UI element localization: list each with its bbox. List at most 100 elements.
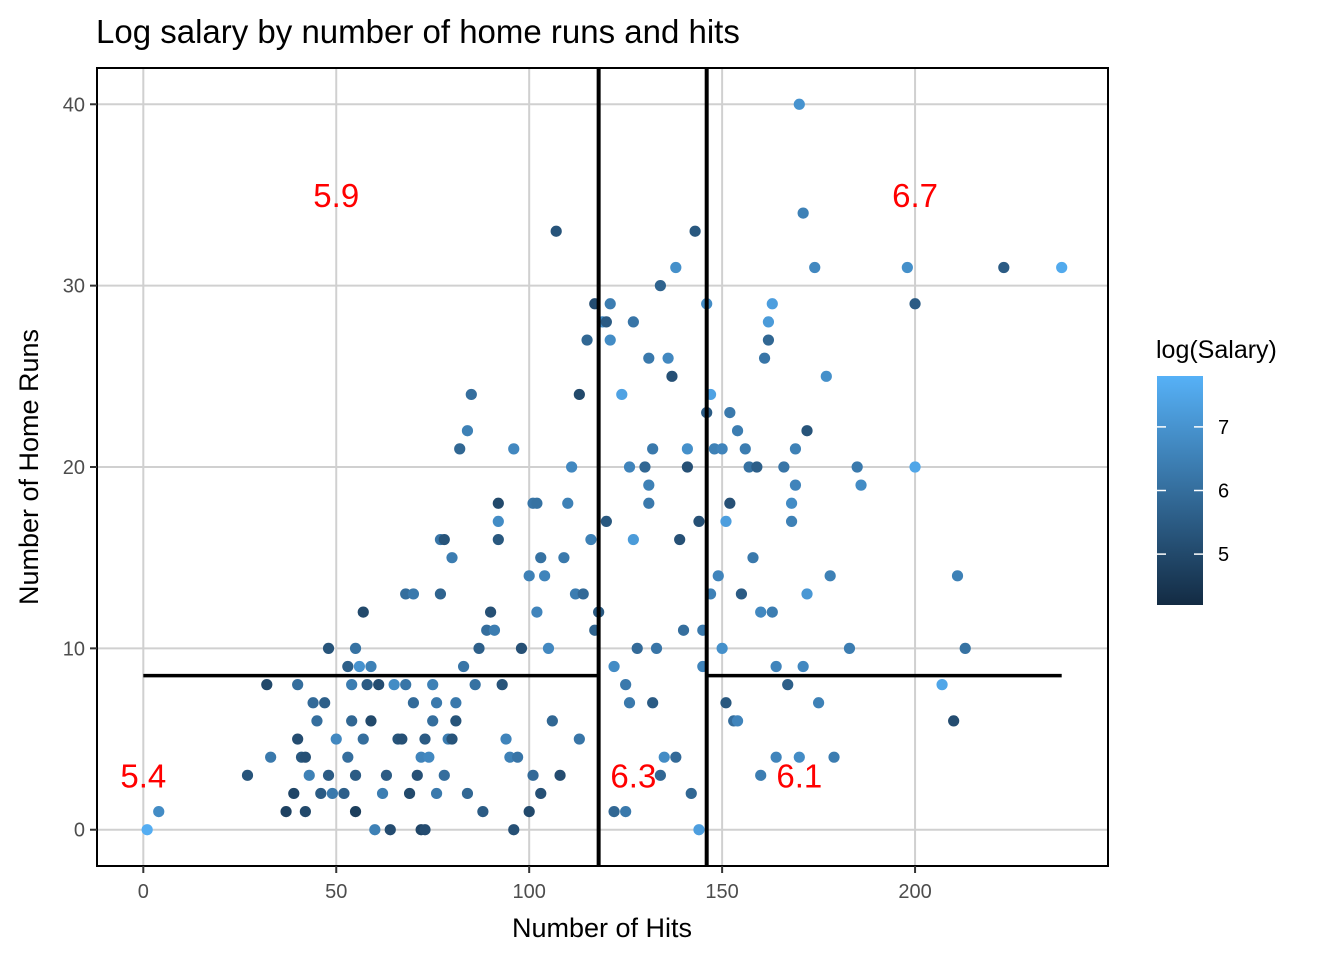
data-point — [261, 679, 273, 691]
data-point — [407, 588, 420, 600]
x-tick-label: 200 — [898, 881, 931, 903]
data-point — [789, 479, 802, 491]
data-point — [546, 715, 558, 727]
data-point — [265, 751, 277, 763]
data-point — [623, 461, 636, 473]
data-point — [461, 425, 474, 437]
data-point — [824, 570, 836, 582]
data-point — [492, 533, 504, 546]
data-point — [627, 316, 639, 328]
data-point — [735, 588, 748, 600]
data-point — [662, 352, 674, 364]
data-point — [434, 588, 447, 600]
data-point — [782, 679, 794, 691]
data-point — [762, 334, 775, 346]
data-point — [708, 443, 721, 455]
data-point — [241, 769, 254, 781]
data-point — [349, 805, 362, 818]
data-point — [353, 660, 365, 673]
data-point — [415, 751, 427, 763]
data-point — [666, 370, 678, 382]
data-point — [481, 624, 493, 636]
data-point — [577, 588, 589, 600]
data-point — [689, 225, 701, 237]
y-tick-label: 0 — [74, 820, 85, 842]
data-point — [469, 679, 481, 691]
data-point — [523, 570, 535, 582]
data-point — [909, 461, 921, 473]
data-point — [322, 642, 335, 654]
data-point — [403, 787, 416, 800]
data-point — [743, 461, 755, 473]
data-point — [620, 679, 632, 691]
data-point — [751, 461, 763, 473]
data-point — [508, 824, 520, 836]
data-point — [762, 316, 775, 328]
data-point — [349, 769, 362, 781]
data-point — [755, 606, 767, 618]
data-point — [812, 697, 825, 709]
data-point — [307, 697, 319, 709]
data-point — [430, 697, 443, 709]
x-tick-label: 100 — [512, 881, 545, 903]
y-axis: 0 10 20 30 40 — [63, 94, 97, 842]
data-point — [299, 805, 311, 818]
data-point — [342, 660, 354, 673]
data-point — [535, 552, 547, 564]
data-point — [535, 787, 547, 800]
data-point — [766, 298, 778, 310]
data-point — [573, 388, 585, 401]
data-point — [330, 733, 342, 745]
data-point — [650, 642, 663, 654]
data-point — [785, 497, 798, 509]
y-tick-label: 10 — [63, 638, 85, 660]
data-point — [531, 497, 543, 509]
y-tick-label: 20 — [63, 457, 85, 479]
data-point — [809, 261, 821, 274]
data-point — [936, 679, 948, 691]
data-point — [419, 824, 431, 836]
data-point — [851, 461, 863, 473]
data-point — [373, 679, 385, 691]
data-point — [720, 697, 732, 709]
region-labels: 5.9 6.7 5.4 6.3 6.1 — [120, 177, 938, 794]
data-point — [423, 751, 435, 763]
data-point — [600, 316, 612, 328]
data-point — [643, 352, 655, 364]
data-point — [488, 624, 501, 636]
data-point — [608, 660, 620, 673]
data-point — [600, 515, 612, 528]
data-point — [292, 679, 304, 691]
data-point — [670, 261, 682, 274]
data-point — [504, 751, 516, 763]
data-point — [558, 552, 570, 564]
data-point — [616, 388, 628, 401]
data-point — [569, 588, 582, 600]
data-point — [681, 461, 693, 473]
data-point — [785, 515, 798, 528]
data-point — [724, 406, 736, 419]
data-point — [820, 370, 832, 382]
data-point — [527, 769, 539, 781]
data-point — [959, 642, 971, 654]
data-point — [770, 660, 782, 673]
data-point — [384, 824, 396, 836]
data-point — [357, 606, 369, 618]
data-point — [724, 497, 736, 509]
data-point — [554, 769, 566, 781]
data-point — [365, 660, 377, 673]
data-point — [288, 787, 300, 800]
split-lines — [143, 68, 1062, 866]
data-point — [828, 751, 840, 763]
data-point — [153, 805, 165, 818]
data-point — [531, 606, 543, 618]
data-point — [747, 552, 759, 564]
x-tick-label: 0 — [138, 881, 149, 903]
data-point — [454, 443, 466, 455]
data-point — [685, 787, 697, 800]
data-point — [376, 787, 389, 800]
data-point — [755, 769, 767, 781]
data-point — [716, 443, 728, 455]
data-point — [322, 769, 335, 781]
data-point — [411, 769, 423, 781]
